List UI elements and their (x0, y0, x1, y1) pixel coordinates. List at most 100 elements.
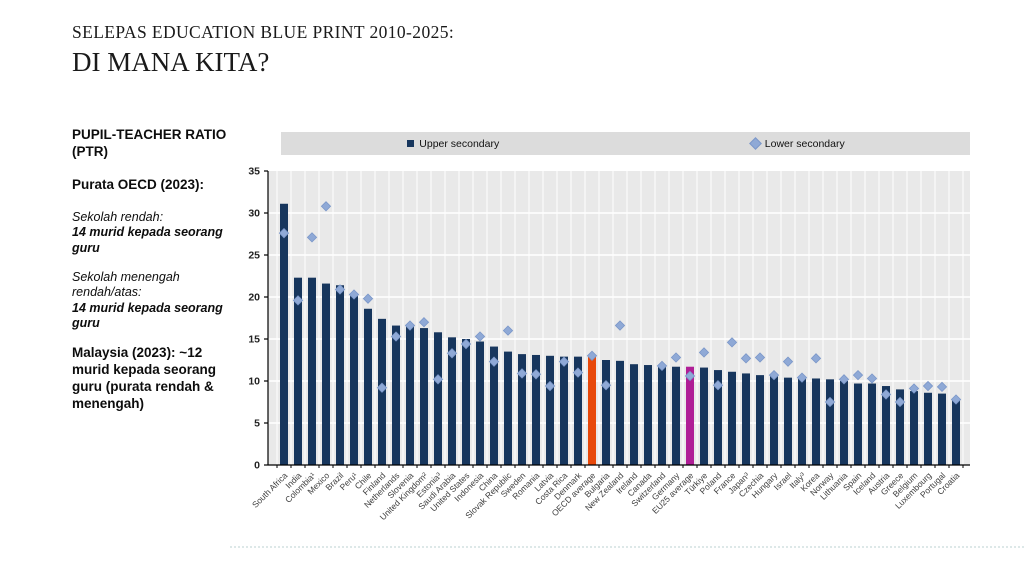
diamond-marker (894, 396, 906, 408)
diamond-marker (684, 370, 696, 382)
bar (336, 285, 344, 465)
y-tick-label: 5 (254, 418, 260, 430)
bar (672, 366, 680, 465)
diamond-marker (586, 350, 598, 361)
bar (644, 365, 652, 465)
bar (686, 366, 694, 465)
bar (602, 360, 610, 465)
diamond-marker (334, 284, 346, 295)
diamond-marker (670, 352, 682, 363)
diamond-marker (572, 367, 584, 378)
diamond-marker (726, 337, 738, 348)
malaysia-note: Malaysia (2023): ~12 murid kepada seoran… (72, 345, 217, 411)
bar (826, 379, 834, 465)
diamond-marker (278, 227, 290, 239)
y-tick-label: 20 (248, 292, 260, 304)
diamond-marker (474, 331, 486, 342)
bar (630, 364, 638, 465)
diamond-marker (516, 368, 528, 379)
bar (756, 375, 764, 465)
diamond-marker (908, 383, 920, 394)
category-label: South Africa (250, 470, 290, 510)
diamond-marker (852, 369, 864, 381)
bar (560, 356, 568, 465)
bar (308, 277, 316, 465)
bar (658, 365, 666, 465)
bar (728, 371, 736, 465)
bar (322, 283, 330, 465)
y-tick-label: 30 (248, 208, 260, 220)
slide-subtitle: SELEPAS EDUCATION BLUE PRINT 2010-2025: (72, 22, 455, 42)
diamond-marker (880, 389, 892, 400)
bar (392, 325, 400, 465)
bar (714, 370, 722, 465)
diamond-marker (782, 356, 794, 367)
bar (294, 277, 302, 465)
diamond-marker (768, 369, 780, 381)
diamond-marker (320, 201, 332, 212)
diamond-marker (712, 380, 724, 391)
legend-upper-secondary: Upper secondary (281, 138, 626, 150)
y-tick-label: 35 (248, 166, 260, 178)
bar (588, 356, 596, 465)
sidebar-notes: PUPIL-TEACHER RATIO (PTR) Purata OECD (2… (72, 127, 234, 413)
bar (910, 391, 918, 465)
diamond-marker (922, 380, 934, 392)
diamond-marker (460, 338, 472, 350)
legend-label-lower: Lower secondary (764, 137, 845, 150)
diamond-marker (348, 289, 360, 300)
bar (616, 360, 624, 465)
legend-lower-secondary: Lower secondary (626, 137, 971, 150)
diamond-marker (866, 373, 878, 384)
slide-title: DI MANA KITA? (72, 47, 270, 77)
diamond-marker (488, 356, 500, 367)
diamond-marker (418, 317, 430, 328)
secondary-school-value: 14 murid kepada seorang guru (72, 300, 223, 331)
diamond-marker (740, 353, 752, 364)
diamond-marker (950, 394, 962, 405)
diamond-marker (362, 293, 374, 304)
diamond-marker (446, 348, 458, 359)
diamond-marker (796, 372, 808, 383)
bar (448, 337, 456, 465)
diamond-marker (404, 320, 416, 331)
primary-school-value: 14 murid kepada seorang guru (72, 225, 223, 255)
upper-secondary-square-icon (407, 140, 415, 147)
sidebar-heading: PUPIL-TEACHER RATIO (PTR) (72, 127, 227, 159)
bar (574, 356, 582, 465)
diamond-marker (810, 353, 822, 364)
diamond-marker (432, 374, 444, 385)
bar (896, 389, 904, 465)
bar (406, 326, 414, 465)
bar (952, 398, 960, 465)
bar (784, 377, 792, 465)
bar (504, 351, 512, 465)
primary-school-label: Sekolah rendah: (72, 209, 164, 224)
bar (280, 203, 288, 465)
diamond-marker (656, 360, 668, 372)
diamond-marker (292, 295, 304, 306)
chart-legend: Upper secondary Lower secondary (281, 132, 970, 155)
diamond-marker (754, 352, 766, 363)
bar (840, 381, 848, 465)
oecd-average-heading: Purata OECD (2023): (72, 176, 205, 192)
bar (924, 392, 932, 465)
diamond-marker (530, 369, 542, 380)
bar (546, 355, 554, 465)
bar (770, 375, 778, 465)
bar (364, 308, 372, 465)
bar (882, 386, 890, 465)
bar (490, 346, 498, 465)
bar (518, 354, 526, 465)
title-block: SELEPAS EDUCATION BLUE PRINT 2010-2025: … (72, 22, 454, 78)
diamond-marker (600, 380, 612, 391)
bar (350, 296, 358, 465)
diamond-marker (306, 232, 318, 243)
diamond-marker (390, 331, 402, 342)
diamond-marker (376, 382, 388, 393)
bar (854, 383, 862, 465)
diamond-marker (838, 374, 850, 385)
bottom-divider (230, 546, 1024, 548)
diamond-marker (936, 381, 948, 393)
